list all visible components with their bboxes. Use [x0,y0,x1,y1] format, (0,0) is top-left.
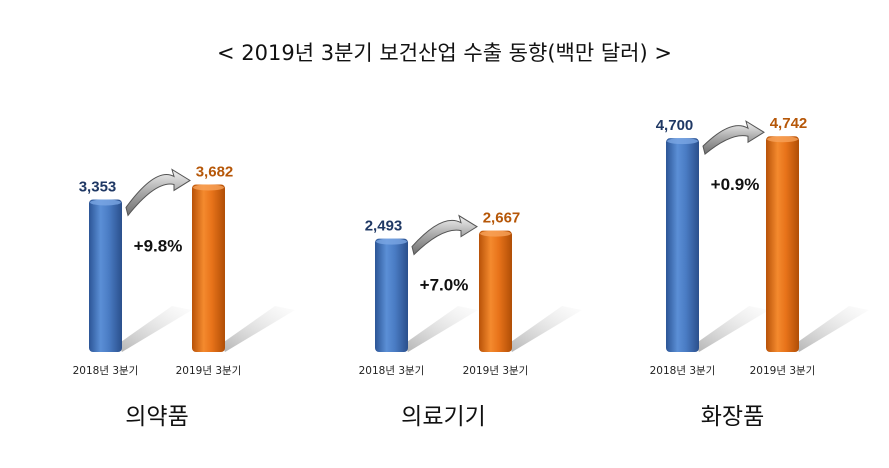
x-tick-label: 2019년 3분기 [750,365,816,377]
data-label: 2,493 [365,218,403,235]
data-label: 3,682 [196,163,234,180]
bar-cap [667,138,698,145]
bar-group: 2,493 2018년 3분기 2,667 2019년 3분기 +7.0% 의료기기 [359,210,582,430]
bar-2018 [375,238,408,352]
chart-plot-area: 3,353 2018년 3분기 3,682 2019년 3분기 +9.8% 의약품 2,49… [73,115,869,430]
data-label: 4,742 [770,115,808,132]
bar-shadow [221,306,295,352]
bar-shadow [795,306,869,352]
bar-shadow [508,306,582,352]
bar-shadow [695,306,769,352]
bar-cap [90,199,121,206]
increase-arrow-icon [702,120,765,156]
x-tick-label: 2019년 3분기 [176,365,242,377]
change-label: +7.0% [420,276,469,295]
data-label: 2,667 [483,210,521,227]
category-label: 화장품 [701,404,764,430]
x-tick-label: 2018년 3분기 [73,365,139,377]
bar-2018 [89,199,122,352]
bar-group: 4,700 2018년 3분기 4,742 2019년 3분기 +0.9% 화장품 [650,115,869,430]
bar-cap [767,136,798,143]
x-tick-label: 2019년 3분기 [463,365,529,377]
bar-2018 [666,138,699,352]
data-label: 3,353 [79,178,117,195]
bar-2019 [766,136,799,352]
bar-cap [480,230,511,237]
change-label: +0.9% [711,175,760,194]
x-tick-label: 2018년 3분기 [650,365,716,377]
bar-2019 [479,230,512,352]
bar-cap [376,238,407,245]
category-label: 의약품 [125,404,188,430]
category-label: 의료기기 [401,404,486,430]
increase-arrow-icon [411,214,478,256]
increase-arrow-icon [125,168,191,217]
bar-shadow [404,306,478,352]
bar-group: 3,353 2018년 3분기 3,682 2019년 3분기 +9.8% 의약품 [73,163,295,430]
change-label: +9.8% [134,236,183,255]
bar-shadow [118,306,192,352]
data-label: 4,700 [656,117,694,134]
bar-cap [193,184,224,191]
bar-2019 [192,184,225,352]
chart-title: < 2019년 3분기 보건산업 수출 동향(백만 달러) > [217,41,672,65]
x-tick-label: 2018년 3분기 [359,365,425,377]
